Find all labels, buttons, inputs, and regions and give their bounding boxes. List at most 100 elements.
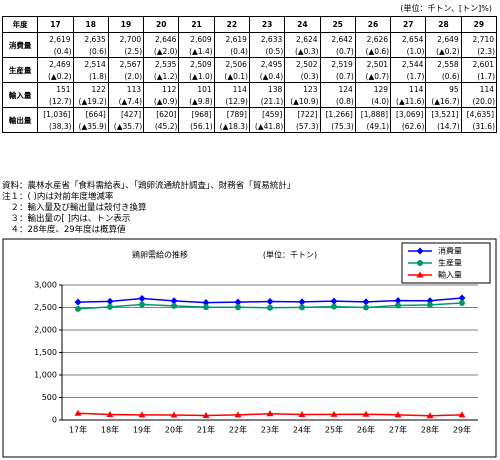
point (363, 304, 369, 311)
change-cell: (▲18.3) (213, 120, 250, 133)
value-cell: 101 (178, 82, 215, 95)
value-cell: [459] (248, 107, 286, 120)
change-cell: (0.4) (213, 45, 250, 58)
change-cell: (1.0) (390, 45, 427, 58)
change-cell: (75.3) (319, 120, 356, 133)
value-cell: 2,633 (248, 32, 286, 45)
y-tick-label: 1,500 (34, 348, 57, 357)
value-cell: 2,700 (107, 32, 145, 45)
value-row: 輸出量 [1,036] [664] [427] [620] [968] [789] [459]… (1, 107, 498, 133)
point (459, 299, 465, 306)
change-cell: (0.8) (319, 95, 356, 108)
point (235, 304, 241, 311)
change-row: (38.3) (▲35.9) (▲35.7) (45.2) (56.1) (▲18.3)(… (3, 120, 498, 133)
change-cell: (0.6) (72, 45, 109, 58)
value-cell: 124 (319, 82, 356, 95)
y-tick-label: 500 (42, 393, 57, 402)
change-row: (12.7) (▲19.2) (▲7.4) (▲0.9) (▲9.8) (12.9) (21… (3, 95, 498, 108)
point (426, 412, 434, 419)
point (74, 409, 82, 416)
value-cell: [789] (213, 107, 250, 120)
change-cell: (▲2.0) (143, 45, 180, 58)
change-cell: (▲35.9) (72, 120, 109, 133)
chart-subtitle: (単位：千トン) (263, 250, 317, 260)
value-cell: 2,519 (319, 57, 356, 70)
value-cell: 2,502 (284, 57, 321, 70)
value-cell: 2,646 (143, 32, 180, 45)
value-cell: 2,619 (37, 32, 74, 45)
point (330, 410, 338, 417)
header-cell: 29 (460, 16, 498, 33)
chart-title: 鶏卵需給の推移 (132, 250, 188, 260)
y-tick-label: 0 (52, 416, 57, 425)
value-cell: 2,469 (37, 57, 74, 70)
row-label: 輸出量 (1, 107, 39, 133)
header-cell: 17 (37, 16, 74, 33)
legend-label: 輸入量 (438, 270, 462, 280)
header-cell: 18 (72, 16, 109, 33)
point (234, 411, 242, 418)
change-cell: (0.3) (284, 70, 321, 83)
legend-label: 消費量 (438, 246, 462, 256)
change-cell: (▲35.7) (107, 120, 145, 133)
change-cell: (▲0.2) (37, 70, 74, 83)
value-cell: 2,495 (248, 57, 286, 70)
change-cell: (0.6) (425, 70, 462, 83)
value-cell: [1,036] (37, 107, 74, 120)
change-cell: (31.6) (460, 120, 498, 133)
y-tick-label: 1,000 (34, 371, 57, 380)
point (170, 411, 178, 418)
header-cell: 24 (284, 16, 321, 33)
row-label: 生産量 (1, 57, 39, 83)
header-cell: 27 (390, 16, 427, 33)
value-cell: 122 (72, 82, 109, 95)
legend-marker (416, 271, 424, 278)
change-cell: (▲16.7) (425, 95, 462, 108)
value-cell: [968] (178, 107, 215, 120)
change-cell: (▲19.2) (72, 95, 109, 108)
x-tick-label: 28年 (421, 425, 439, 435)
change-cell: (2.0) (107, 70, 145, 83)
point (107, 303, 113, 310)
point (394, 297, 402, 305)
value-cell: 2,601 (460, 57, 498, 70)
value-cell: 123 (284, 82, 321, 95)
change-cell: (2.3) (460, 45, 498, 58)
value-cell: 129 (354, 82, 392, 95)
change-cell: (57.3) (284, 120, 321, 133)
x-tick-label: 26年 (357, 425, 375, 435)
change-cell: (▲41.8) (248, 120, 286, 133)
value-cell: 2,506 (213, 57, 250, 70)
point (234, 298, 242, 306)
value-cell: 2,567 (107, 57, 145, 70)
legend-marker (417, 260, 423, 266)
y-tick-label: 2,000 (34, 326, 57, 335)
header-cell: 26 (354, 16, 392, 33)
value-cell: 2,501 (354, 57, 392, 70)
value-cell: [722] (284, 107, 321, 120)
value-cell: 138 (248, 82, 286, 95)
change-cell: (12.9) (213, 95, 250, 108)
point (171, 302, 177, 309)
value-cell: [620] (143, 107, 180, 120)
change-cell: (▲9.8) (178, 95, 215, 108)
header-cell: 21 (178, 16, 215, 33)
x-tick-label: 22年 (229, 425, 247, 435)
change-cell: (▲7.4) (107, 95, 145, 108)
change-row: (▲0.2) (1.8) (2.0) (▲1.2) (▲1.0) (▲0.1) (▲0.4)… (3, 70, 498, 83)
value-cell: 2,649 (425, 32, 462, 45)
value-row: 消費量 2,619 2,635 2,700 2,646 2,609 2,619 2,633 2,… (1, 32, 498, 58)
change-cell: (▲1.0) (178, 70, 215, 83)
change-cell: (4.0) (354, 95, 392, 108)
value-row: 輸入量 151 122 113 112 101 114 138 123 124 129 114 95 11… (1, 82, 498, 108)
change-cell: (▲0.4) (248, 70, 286, 83)
value-row: 生産量 2,469 2,514 2,567 2,535 2,509 2,506 2,495 2,… (1, 57, 498, 83)
notes: 資料：農林水産省「食料需給表」、「鶏卵流通統計調査」、財務省「貿易統計」 注１：(… (2, 181, 295, 236)
point (298, 410, 306, 417)
change-cell: (▲10.9) (284, 95, 321, 108)
point (362, 298, 370, 306)
point (139, 301, 145, 308)
point (298, 298, 306, 306)
point (74, 298, 82, 306)
